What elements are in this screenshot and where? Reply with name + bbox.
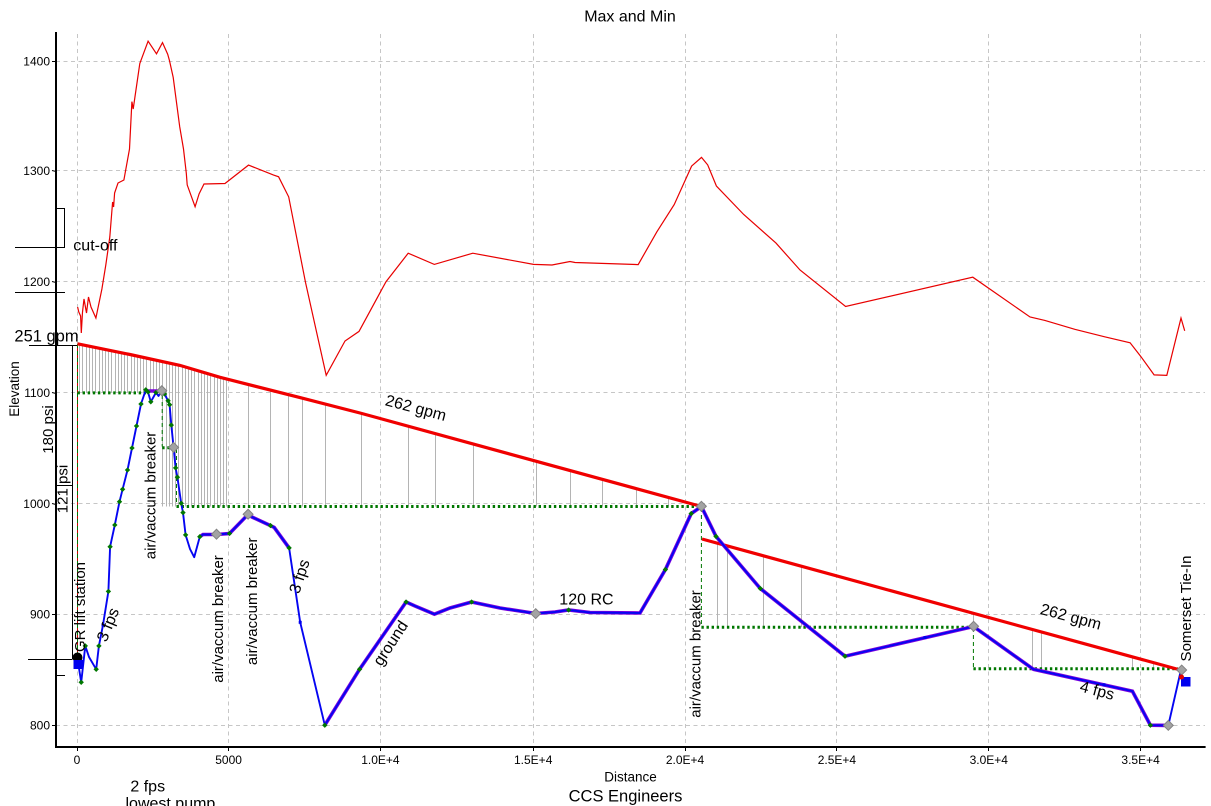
svg-text:Max and Min: Max and Min xyxy=(584,9,676,26)
svg-text:120 RC: 120 RC xyxy=(559,592,613,609)
svg-text:air/vaccum breaker: air/vaccum breaker xyxy=(142,432,159,560)
svg-text:GR lift station: GR lift station xyxy=(72,562,89,652)
svg-text:5000: 5000 xyxy=(215,753,242,767)
svg-text:1400: 1400 xyxy=(23,54,50,68)
svg-text:180 psi: 180 psi xyxy=(40,405,57,453)
svg-text:251 gpm: 251 gpm xyxy=(14,328,78,346)
svg-text:CCS Engineers: CCS Engineers xyxy=(569,787,683,805)
svg-text:1200: 1200 xyxy=(23,275,50,289)
svg-text:2.0E+4: 2.0E+4 xyxy=(666,753,705,767)
svg-text:lowest pump: lowest pump xyxy=(126,796,216,806)
svg-text:1.5E+4: 1.5E+4 xyxy=(514,753,553,767)
svg-text:1000: 1000 xyxy=(23,497,50,511)
svg-text:air/vaccum breaker: air/vaccum breaker xyxy=(688,590,705,718)
svg-text:900: 900 xyxy=(30,608,50,622)
svg-text:air/vaccum breaker: air/vaccum breaker xyxy=(210,555,227,683)
svg-text:2.5E+4: 2.5E+4 xyxy=(818,753,857,767)
svg-text:Elevation: Elevation xyxy=(7,361,22,417)
svg-text:air/vaccum breaker: air/vaccum breaker xyxy=(244,538,261,666)
svg-text:Somerset Tie-In: Somerset Tie-In xyxy=(1178,556,1195,662)
svg-text:1300: 1300 xyxy=(23,164,50,178)
svg-text:0: 0 xyxy=(74,753,81,767)
svg-text:3.0E+4: 3.0E+4 xyxy=(970,753,1009,767)
svg-text:cut-off: cut-off xyxy=(73,238,118,255)
svg-text:800: 800 xyxy=(30,719,50,733)
svg-text:1.0E+4: 1.0E+4 xyxy=(361,753,400,767)
svg-text:Distance: Distance xyxy=(604,770,657,785)
svg-text:2 fps: 2 fps xyxy=(130,779,165,796)
svg-text:121 psi: 121 psi xyxy=(55,465,72,513)
svg-text:3.5E+4: 3.5E+4 xyxy=(1121,753,1160,767)
svg-text:1100: 1100 xyxy=(24,386,50,400)
